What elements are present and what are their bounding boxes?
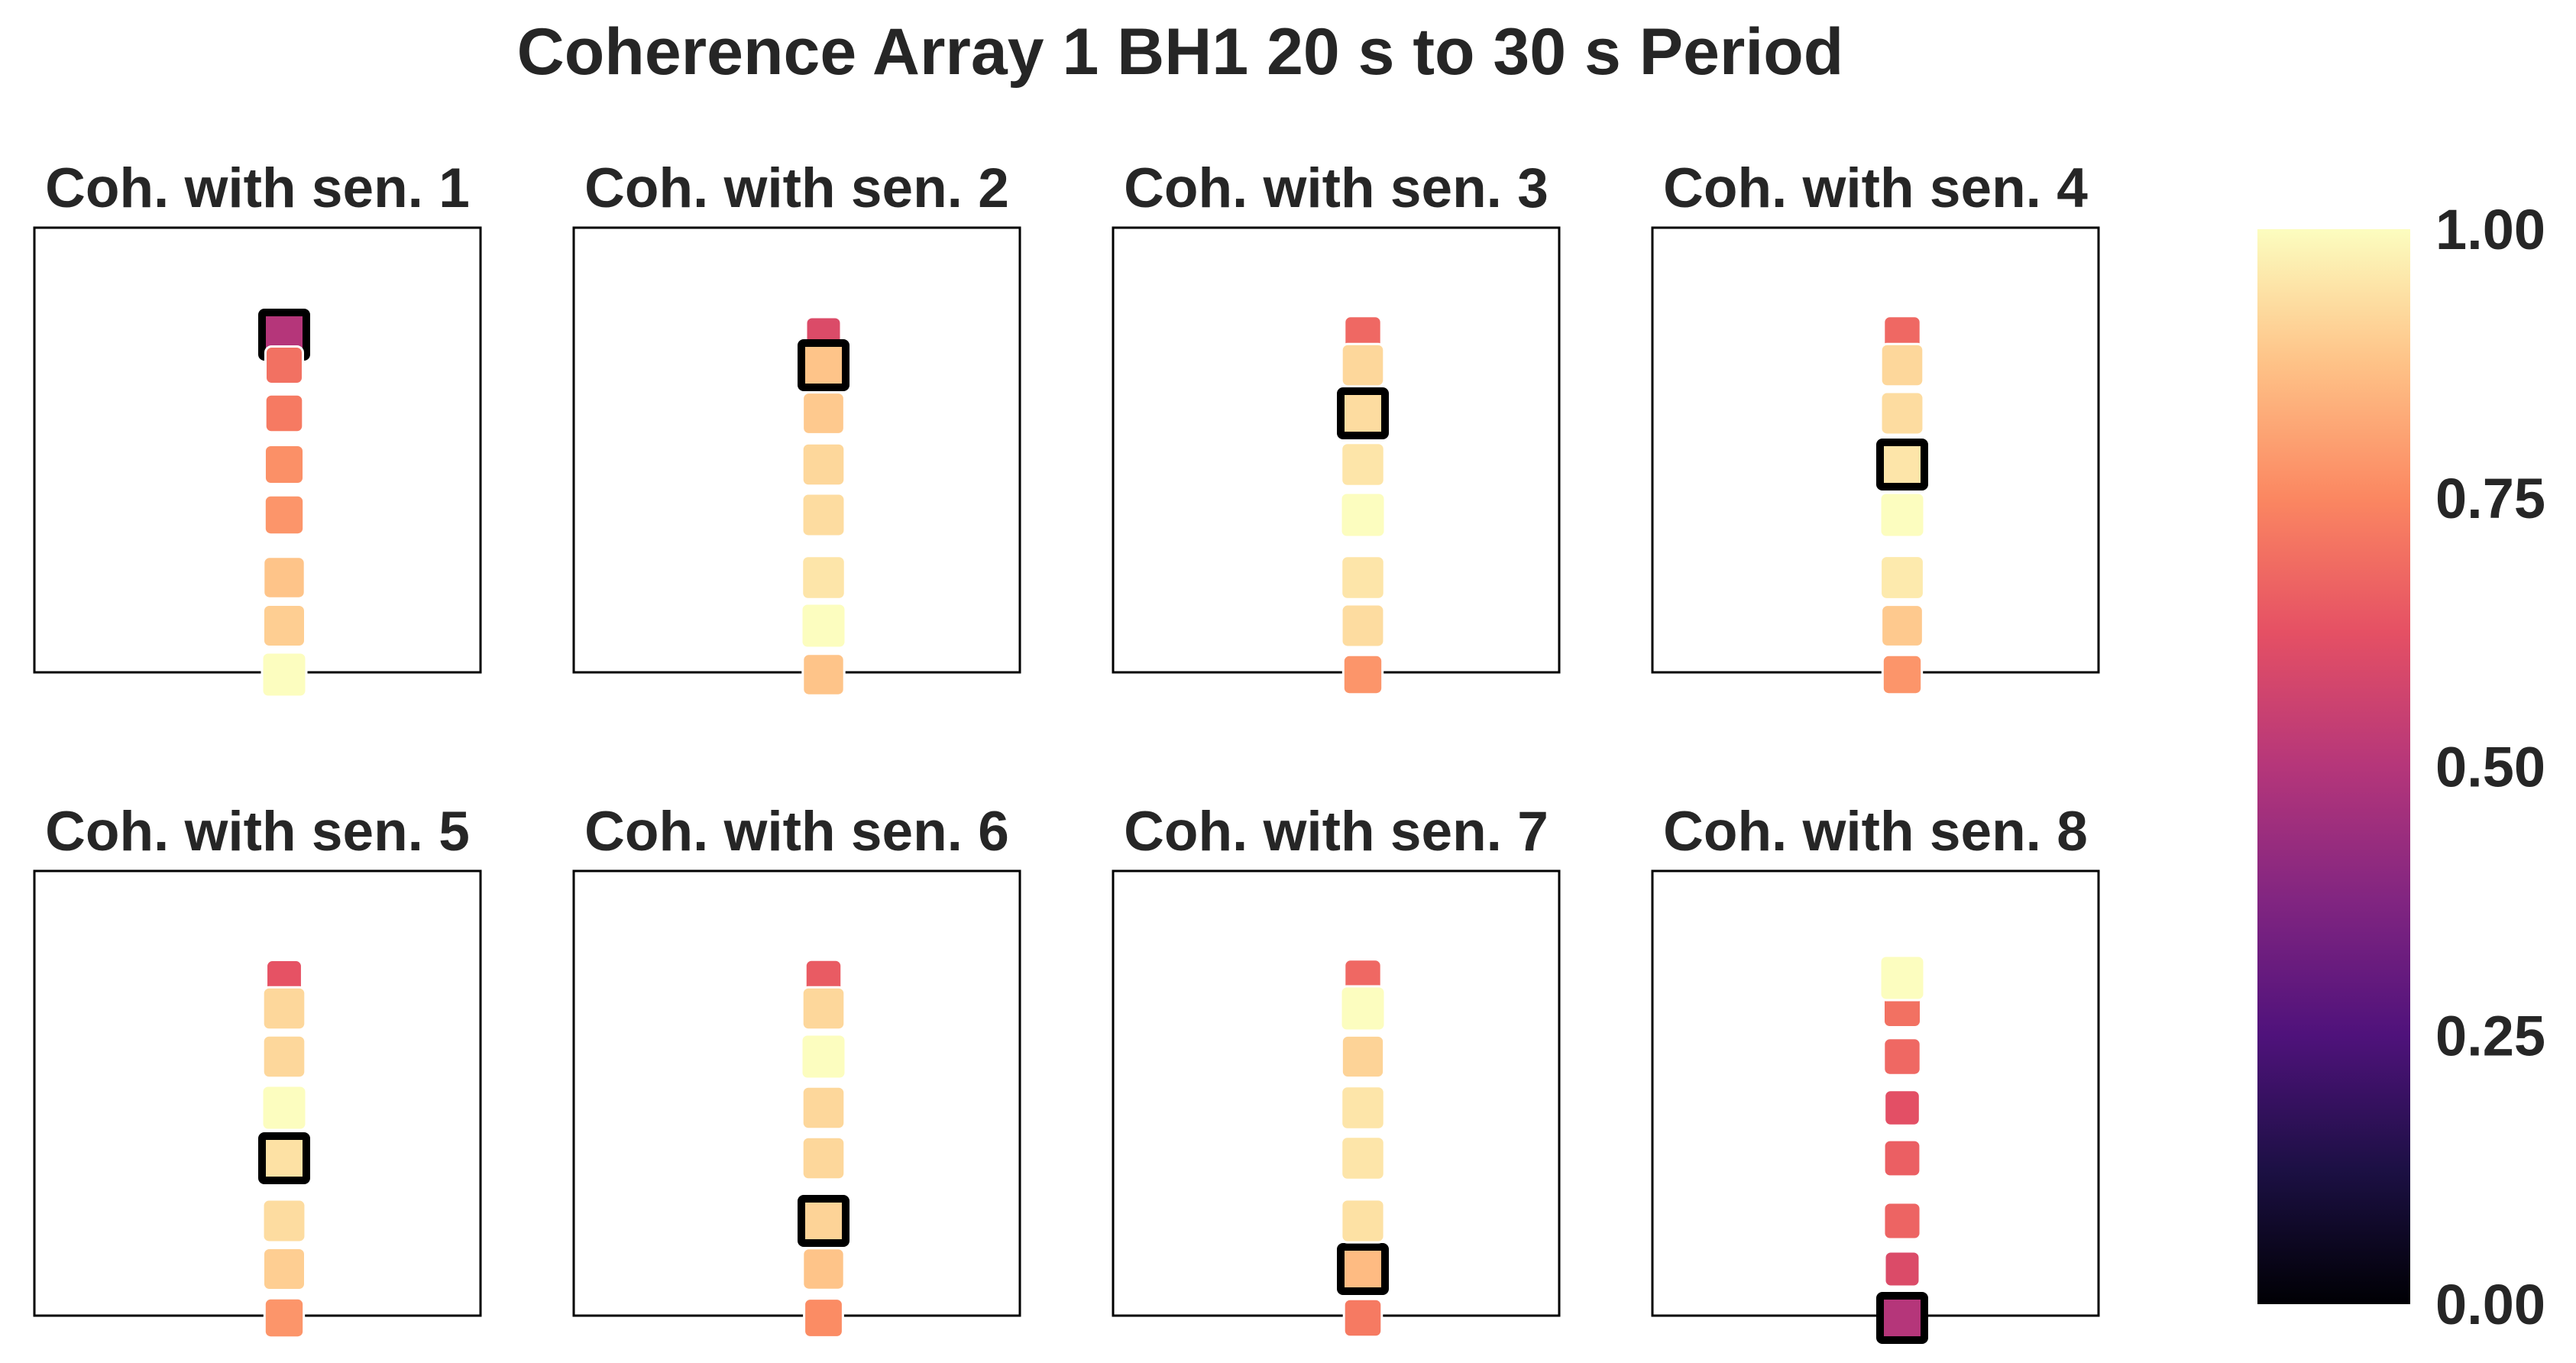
sensor-marker xyxy=(1879,491,1926,539)
sensor-marker xyxy=(801,1135,846,1181)
sensor-marker xyxy=(1879,342,1925,388)
sensor-marker xyxy=(263,494,306,536)
panel-title: Coh. with sen. 5 xyxy=(45,801,470,863)
panel-frame xyxy=(1651,226,2100,674)
sensor-marker xyxy=(1341,653,1384,696)
sensor-marker xyxy=(261,986,307,1031)
panel-4: Coh. with sen. 4 xyxy=(1651,157,2100,696)
panel-frame xyxy=(1651,869,2100,1317)
sensor-marker xyxy=(1340,1135,1386,1181)
sensor-marker xyxy=(1340,603,1386,649)
panel-frame xyxy=(572,869,1021,1317)
reference-sensor-marker xyxy=(1337,387,1389,439)
sensor-marker xyxy=(262,555,306,600)
sensor-marker xyxy=(801,555,846,601)
sensor-marker xyxy=(1340,555,1386,601)
panel-title: Coh. with sen. 7 xyxy=(1124,801,1549,863)
sensor-marker xyxy=(263,1297,306,1339)
sensor-marker xyxy=(264,345,304,385)
sensor-marker xyxy=(1340,1034,1386,1080)
panel-3: Coh. with sen. 3 xyxy=(1112,157,1561,696)
panel-frame xyxy=(33,226,482,674)
sensor-marker xyxy=(801,492,846,538)
sensor-marker xyxy=(1883,1250,1921,1288)
sensor-marker xyxy=(801,986,846,1031)
panel-title: Coh. with sen. 3 xyxy=(1124,157,1549,219)
sensor-marker xyxy=(1339,985,1387,1032)
panel-frame xyxy=(1112,869,1561,1317)
sensor-marker xyxy=(1339,491,1387,539)
colorbar-tick-label: 0.75 xyxy=(2435,467,2545,530)
colorbar-tick-label: 0.50 xyxy=(2435,736,2545,799)
sensor-marker xyxy=(800,1033,847,1080)
panel-7: Coh. with sen. 7 xyxy=(1112,801,1561,1339)
sensor-marker xyxy=(1882,1138,1922,1178)
sensor-marker xyxy=(1882,1037,1922,1076)
sensor-marker xyxy=(1879,954,1926,1002)
colorbar-ticks: 0.00 0.25 0.50 0.75 1.00 xyxy=(2435,198,2545,1336)
panel-frame xyxy=(1112,226,1561,674)
sensor-marker xyxy=(1880,604,1924,648)
panel-1: Coh. with sen. 1 xyxy=(33,157,482,698)
sensor-marker xyxy=(261,651,308,698)
panel-title: Coh. with sen. 2 xyxy=(584,157,1009,219)
reference-sensor-marker xyxy=(1337,1243,1389,1295)
panel-frame xyxy=(572,226,1021,674)
sensor-marker xyxy=(1881,653,1924,696)
reference-sensor-marker xyxy=(798,1195,849,1247)
sensor-marker xyxy=(1882,1201,1922,1241)
sensor-marker xyxy=(1342,1297,1383,1339)
panel-2: Coh. with sen. 2 xyxy=(572,157,1021,697)
panel-frame xyxy=(33,869,482,1317)
sensor-marker xyxy=(261,1034,307,1080)
sensor-marker xyxy=(263,443,306,486)
panel-grid: Coh. with sen. 1 Coh. with sen. 2 Coh. wit… xyxy=(33,157,2100,1344)
colorbar-tick-label: 1.00 xyxy=(2435,198,2545,261)
panel-title: Coh. with sen. 1 xyxy=(45,157,470,219)
sensor-marker xyxy=(1340,1198,1386,1244)
colorbar: 0.00 0.25 0.50 0.75 1.00 xyxy=(2257,198,2545,1336)
sensor-marker xyxy=(1879,555,1925,601)
panel-6: Coh. with sen. 6 xyxy=(572,801,1021,1339)
colorbar-tick-label: 0.25 xyxy=(2435,1004,2545,1067)
sensor-marker xyxy=(262,1247,306,1291)
sensor-marker xyxy=(801,442,846,487)
sensor-marker xyxy=(261,1198,307,1244)
sensor-marker xyxy=(800,602,847,649)
panel-title: Coh. with sen. 6 xyxy=(584,801,1009,863)
sensor-marker xyxy=(1879,390,1925,436)
sensor-marker xyxy=(801,1085,846,1131)
sensor-marker xyxy=(803,1297,844,1339)
sensor-marker xyxy=(1340,442,1386,487)
sensor-marker xyxy=(801,1247,846,1291)
sensor-marker xyxy=(1340,1085,1386,1131)
sensor-marker xyxy=(801,391,846,435)
sensor-marker xyxy=(1340,342,1386,388)
figure-title: Coherence Array 1 BH1 20 s to 30 s Perio… xyxy=(517,15,1844,89)
panel-title: Coh. with sen. 8 xyxy=(1663,801,2088,863)
reference-sensor-marker xyxy=(798,339,849,391)
reference-sensor-marker xyxy=(1876,1292,1928,1344)
panel-5: Coh. with sen. 5 xyxy=(33,801,482,1339)
reference-sensor-marker xyxy=(258,1132,310,1184)
sensor-marker xyxy=(264,393,305,434)
sensor-marker xyxy=(801,652,846,697)
sensor-marker xyxy=(261,1084,308,1132)
colorbar-tick-label: 0.00 xyxy=(2435,1273,2545,1336)
sensor-marker xyxy=(262,604,306,648)
panel-8: Coh. with sen. 8 xyxy=(1651,801,2100,1344)
colorbar-gradient xyxy=(2257,229,2410,1304)
panel-title: Coh. with sen. 4 xyxy=(1663,157,2088,219)
sensor-marker xyxy=(1883,1089,1921,1127)
reference-sensor-marker xyxy=(1876,439,1928,490)
